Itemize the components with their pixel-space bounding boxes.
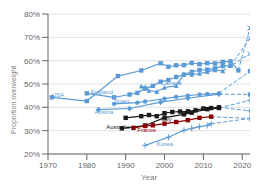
svg-text:1980: 1980: [78, 161, 96, 170]
svg-text:Canada: Canada: [161, 80, 183, 86]
svg-text:2010: 2010: [194, 161, 212, 170]
svg-text:Korea: Korea: [157, 141, 174, 147]
svg-text:30%: 30%: [24, 127, 40, 136]
svg-text:1990: 1990: [117, 161, 135, 170]
svg-text:Australia: Australia: [106, 124, 130, 130]
svg-text:70%: 70%: [24, 33, 40, 42]
svg-text:40%: 40%: [24, 103, 40, 112]
svg-text:USA: USA: [52, 92, 64, 98]
svg-text:1970: 1970: [39, 161, 57, 170]
svg-text:2020: 2020: [233, 161, 251, 170]
svg-text:50%: 50%: [24, 80, 40, 89]
svg-text:Year: Year: [141, 173, 158, 180]
svg-text:Austria: Austria: [95, 109, 114, 115]
svg-text:France: France: [137, 127, 156, 133]
svg-text:20%: 20%: [24, 150, 40, 159]
svg-text:60%: 60%: [24, 57, 40, 66]
svg-text:Italy: Italy: [161, 116, 172, 122]
svg-text:England: England: [91, 89, 113, 95]
svg-text:Proportion overweight: Proportion overweight: [10, 66, 18, 134]
svg-text:2000: 2000: [156, 161, 174, 170]
svg-text:Spain: Spain: [114, 98, 129, 104]
svg-text:80%: 80%: [24, 10, 40, 19]
